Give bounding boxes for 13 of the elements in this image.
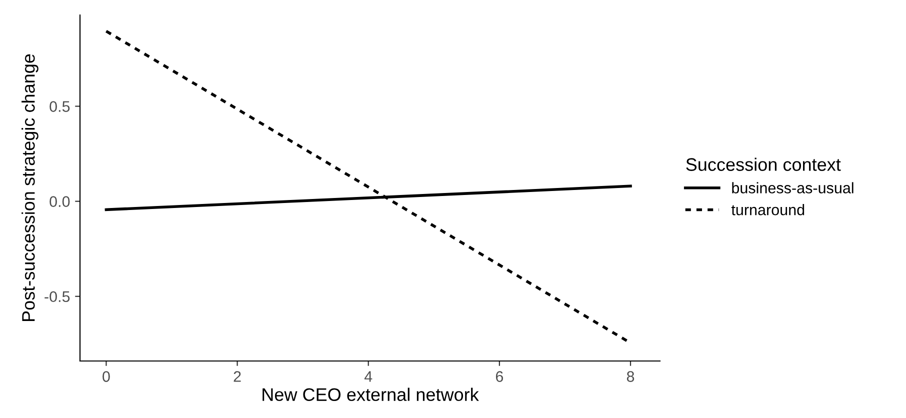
x-axis-title: New CEO external network (262, 388, 479, 402)
x-tick-label: 0 (102, 371, 110, 382)
legend-label: turnaround (731, 204, 804, 216)
x-tick-label: 6 (496, 371, 504, 382)
x-tick-label: 4 (364, 371, 372, 382)
y-tick-label: -0.5 (44, 291, 70, 302)
y-tick-label: 0.0 (50, 196, 70, 207)
y-axis-title: Post-succession strategic change (22, 54, 38, 321)
y-tick-label: 0.5 (50, 101, 70, 112)
legend-label: business-as-usual (732, 182, 854, 194)
x-tick-label: 8 (626, 371, 634, 382)
legend-title: Succession context (686, 158, 841, 171)
x-tick-label: 2 (234, 371, 241, 382)
